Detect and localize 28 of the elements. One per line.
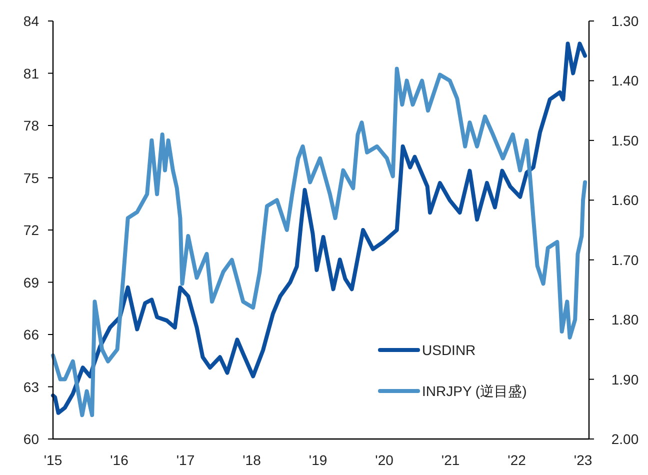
y-tick-label: 66: [23, 326, 40, 342]
y2-tick-label: 1.50: [611, 132, 639, 148]
x-tick-label: '16: [110, 452, 129, 468]
y2-tick-label: 1.70: [611, 252, 639, 268]
y-tick-label: 60: [23, 431, 40, 447]
x-tick-label: '20: [375, 452, 394, 468]
y2-tick-label: 1.60: [611, 192, 639, 208]
y-tick-label: 63: [23, 378, 40, 395]
x-tick-label: '19: [308, 452, 328, 468]
x-tick-label: '15: [44, 452, 62, 468]
x-tick-label: '17: [176, 452, 195, 468]
y-tick-label: 78: [23, 118, 40, 134]
y-tick-label: 84: [23, 13, 40, 29]
y-tick-label: 75: [23, 170, 40, 186]
y2-tick-label: 1.80: [611, 312, 639, 328]
y2-tick-label: 1.90: [611, 371, 639, 388]
y-tick-label: 69: [23, 274, 40, 290]
y2-tick-label: 1.40: [611, 72, 639, 89]
legend-label: USDINR: [422, 342, 476, 358]
x-tick-label: '21: [441, 452, 460, 468]
y-tick-label: 72: [23, 222, 40, 238]
legend-label: INRJPY (逆目盛): [422, 383, 527, 399]
x-tick-label: '22: [508, 452, 526, 468]
y2-tick-label: 2.00: [611, 431, 639, 447]
y-tick-label: 81: [23, 65, 40, 82]
y2-tick-label: 1.30: [611, 13, 639, 29]
x-tick-label: '23: [574, 452, 592, 468]
x-tick-label: '18: [242, 452, 262, 468]
